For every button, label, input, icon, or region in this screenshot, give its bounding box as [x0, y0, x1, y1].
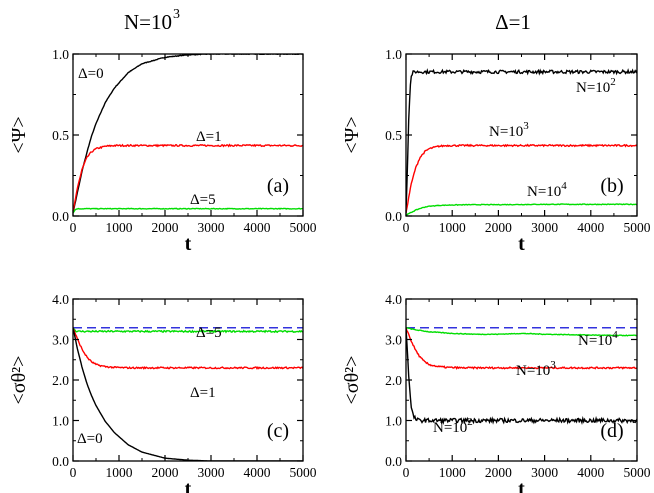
- x-tick-label: 3000: [531, 220, 558, 235]
- series-line: [73, 327, 303, 334]
- x-tick-label: 4000: [244, 220, 271, 235]
- series-label: Δ=0: [77, 431, 103, 447]
- y-axis-label: <Ψ>: [341, 116, 363, 153]
- series-label: N=104: [578, 329, 618, 349]
- column-title-left-base: N=10: [124, 10, 172, 34]
- panel-label: (d): [600, 420, 623, 442]
- x-tick-label: 1000: [439, 220, 466, 235]
- y-tick-label: 2.0: [385, 373, 402, 388]
- column-title-left-exponent: 3: [173, 7, 180, 22]
- y-tick-label: 2.0: [52, 373, 69, 388]
- y-tick-label: 0.5: [385, 128, 402, 143]
- y-tick-label: 0.0: [385, 454, 402, 469]
- series-label-exponent: 2: [467, 416, 473, 428]
- y-tick-label: 1.0: [52, 414, 69, 429]
- x-tick-label: 5000: [624, 220, 651, 235]
- x-tick-label: 4000: [577, 465, 604, 480]
- x-tick-label: 5000: [290, 220, 317, 235]
- x-tick-label: 3000: [198, 465, 225, 480]
- y-tick-label: 0.5: [52, 128, 69, 143]
- y-axis-label: <Ψ>: [8, 116, 30, 153]
- series-label-exponent: 4: [612, 329, 618, 341]
- series-line: [73, 143, 303, 213]
- x-tick-label: 1000: [439, 465, 466, 480]
- series-label: Δ=5: [196, 325, 222, 341]
- series-label-exponent: 4: [561, 180, 567, 192]
- series-label-exponent: 3: [523, 120, 529, 132]
- x-axis-label: t: [185, 233, 192, 255]
- y-axis-label: <σθ²>: [341, 356, 363, 405]
- series-label: Δ=5: [190, 192, 216, 208]
- x-tick-label: 2000: [152, 465, 179, 480]
- series-line: [406, 327, 637, 425]
- series-label: N=102: [433, 416, 473, 436]
- panel-label: (c): [267, 420, 289, 442]
- x-tick-label: 3000: [531, 465, 558, 480]
- series-label: Δ=1: [190, 385, 216, 401]
- x-tick-label: 1000: [106, 465, 133, 480]
- y-tick-label: 4.0: [52, 292, 69, 307]
- x-axis-label: t: [518, 233, 525, 255]
- y-tick-label: 3.0: [52, 333, 69, 348]
- column-title-left: N=10 3: [124, 7, 180, 34]
- y-tick-label: 1.0: [52, 47, 69, 62]
- series-line: [73, 327, 303, 370]
- panel-label: (b): [600, 175, 623, 197]
- y-tick-label: 0.0: [385, 209, 402, 224]
- y-tick-label: 0.0: [52, 209, 69, 224]
- x-tick-label: 0: [403, 465, 410, 480]
- y-tick-label: 4.0: [385, 292, 402, 307]
- x-tick-label: 5000: [624, 465, 651, 480]
- x-tick-label: 0: [70, 465, 77, 480]
- y-tick-label: 3.0: [385, 333, 402, 348]
- x-axis-label: t: [185, 478, 192, 493]
- x-tick-label: 5000: [290, 465, 317, 480]
- y-tick-label: 0.0: [52, 454, 69, 469]
- y-tick-label: 1.0: [385, 47, 402, 62]
- series-line: [406, 143, 637, 213]
- panel-b: 0 1000 2000 3000 4000 5000 0.0 0.5 1.0 t <Ψ> N=102 N…: [341, 47, 651, 255]
- series-label: Δ=1: [196, 129, 222, 145]
- y-axis-label: <σθ²>: [8, 356, 30, 405]
- series-label-exponent: 2: [610, 76, 616, 88]
- series-line: [406, 327, 637, 370]
- x-tick-label: 4000: [244, 465, 271, 480]
- series-label: N=103: [489, 120, 529, 140]
- x-tick-label: 2000: [152, 220, 179, 235]
- series-line: [73, 207, 303, 214]
- x-tick-label: 4000: [577, 220, 604, 235]
- series-line: [406, 327, 637, 337]
- panel-label: (a): [267, 175, 289, 197]
- series-label: N=103: [516, 359, 556, 379]
- series-label: N=104: [527, 180, 567, 200]
- x-tick-label: 2000: [485, 220, 512, 235]
- series-label: N=102: [576, 76, 616, 96]
- x-tick-label: 1000: [106, 220, 133, 235]
- series-line: [406, 68, 637, 213]
- series-label: Δ=0: [78, 66, 104, 82]
- x-tick-label: 2000: [485, 465, 512, 480]
- x-axis-label: t: [518, 478, 525, 493]
- panel-c: 0 1000 2000 3000 4000 5000 0.0 1.0 2.0 3.0 4.0 t <σθ…: [8, 292, 317, 493]
- y-tick-label: 1.0: [385, 414, 402, 429]
- x-tick-label: 0: [70, 220, 77, 235]
- panel-d: 0 1000 2000 3000 4000 5000 0.0 1.0 2.0 3.0 4.0 t <σθ…: [341, 292, 651, 493]
- x-tick-label: 0: [403, 220, 410, 235]
- x-tick-label: 3000: [198, 220, 225, 235]
- panel-a: 0 1000 2000 3000 4000 5000 0.0 0.5 1.0 t <Ψ> Δ=0 Δ=1…: [8, 47, 317, 255]
- series-line: [406, 203, 637, 216]
- column-title-right: Δ=1: [495, 10, 531, 34]
- series-label-exponent: 3: [550, 359, 556, 371]
